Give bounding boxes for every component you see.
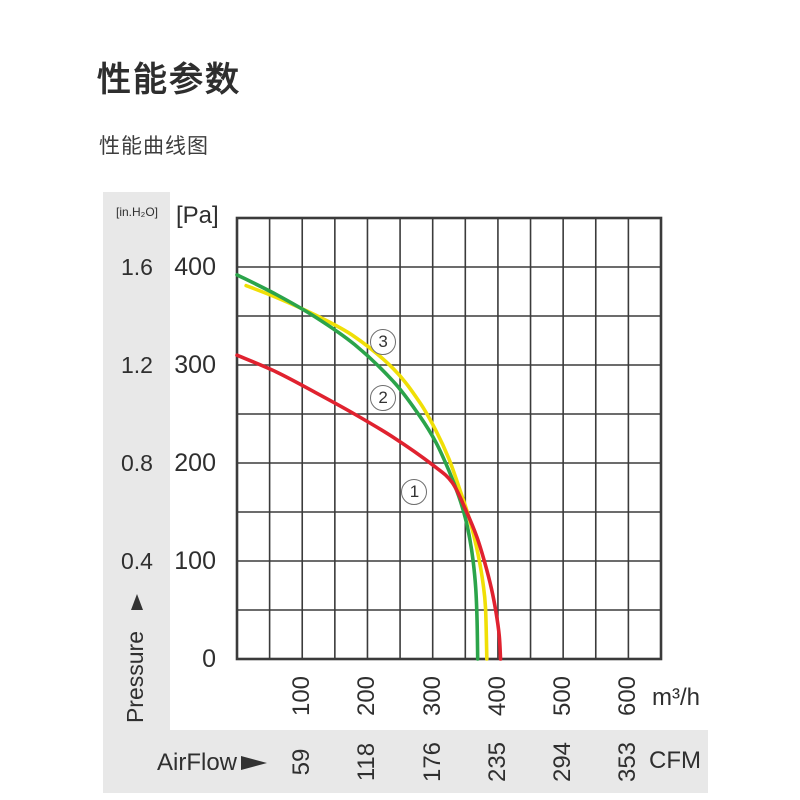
x-secondary-tick-label: 176 <box>418 741 446 783</box>
x-secondary-tick-label: 59 <box>288 748 316 776</box>
x-secondary-tick-label: 118 <box>353 742 381 782</box>
plot-border <box>235 216 663 661</box>
y-axis-secondary-unit-label: [in.H₂O] <box>116 205 158 219</box>
curve-number-label: 2 <box>370 385 397 412</box>
x-tick-label: 200 <box>353 675 381 717</box>
y-secondary-tick-label: 1.6 <box>121 254 153 280</box>
curve-2 <box>235 273 480 661</box>
performance-curve-plot <box>235 216 663 661</box>
x-tick-label: 400 <box>483 675 511 717</box>
y-tick-label: 200 <box>174 449 216 477</box>
left-axis-panel <box>103 192 170 793</box>
x-tick-label: 600 <box>614 675 642 717</box>
x-axis-title-group: AirFlow <box>157 749 268 777</box>
y-tick-label: 300 <box>174 351 216 379</box>
y-secondary-tick-label: 0.8 <box>121 450 153 476</box>
curve-number-label: 1 <box>401 479 428 506</box>
x-axis-title: AirFlow <box>157 749 238 776</box>
y-secondary-tick-label: 1.2 <box>121 352 153 378</box>
x-tick-label: 500 <box>549 675 577 717</box>
airflow-right-arrow-icon <box>241 756 268 770</box>
y-tick-label: 100 <box>174 547 216 575</box>
y-tick-label: 0 <box>202 645 216 673</box>
y-axis-unit-label: [Pa] <box>176 202 219 229</box>
chart-title: 性能曲线图 <box>99 135 209 158</box>
x-secondary-tick-label: 235 <box>483 741 511 783</box>
curve-1 <box>235 353 503 661</box>
page-title: 性能参数 <box>97 61 241 99</box>
x-axis-unit-label: m³/h <box>652 684 700 711</box>
x-tick-label: 300 <box>418 675 446 717</box>
x-tick-label: 100 <box>288 675 316 717</box>
y-tick-label: 400 <box>174 253 216 281</box>
curve-3 <box>244 283 489 661</box>
pressure-axis-up-arrow-icon <box>131 594 143 610</box>
y-secondary-tick-label: 0.4 <box>121 548 153 574</box>
y-axis-title: Pressure <box>122 630 148 724</box>
x-axis-secondary-unit-label: CFM <box>649 747 701 774</box>
x-secondary-tick-label: 353 <box>614 741 642 783</box>
x-secondary-tick-label: 294 <box>549 741 577 783</box>
bottom-axis-panel <box>103 730 708 793</box>
curve-number-label: 3 <box>370 329 397 356</box>
